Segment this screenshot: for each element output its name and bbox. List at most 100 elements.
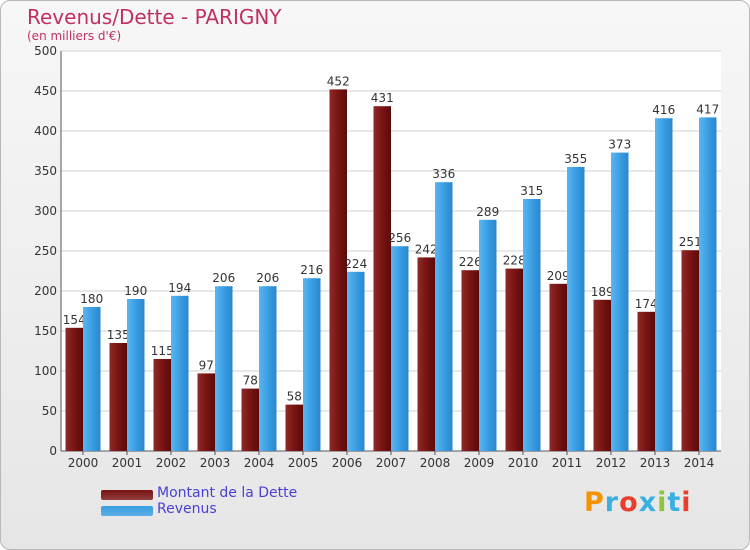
bar-revenue: [699, 117, 717, 452]
data-label-debt: 78: [243, 374, 258, 388]
data-label-revenue: 224: [344, 257, 367, 271]
x-tick-label: 2007: [376, 456, 407, 470]
data-label-debt: 242: [415, 242, 438, 256]
bar-revenue: [171, 295, 189, 451]
bar-revenue: [347, 271, 365, 451]
y-tick-label: 250: [34, 244, 57, 258]
y-tick-label: 450: [34, 84, 57, 98]
y-tick-label: 500: [34, 44, 57, 58]
bar-debt: [593, 299, 611, 451]
data-label-debt: 135: [107, 328, 130, 342]
bar-debt: [417, 257, 435, 451]
data-label-revenue: 190: [124, 284, 147, 298]
x-tick-label: 2012: [596, 456, 627, 470]
bar-revenue: [303, 278, 321, 451]
data-label-revenue: 315: [520, 184, 543, 198]
bar-revenue: [479, 219, 497, 451]
bar-revenue: [83, 307, 101, 451]
data-label-debt: 431: [371, 91, 394, 105]
legend-swatch-debt: [101, 490, 153, 500]
data-label-debt: 97: [199, 358, 214, 372]
bar-debt: [505, 268, 523, 451]
logo-letter: i: [681, 487, 692, 518]
x-tick-label: 2001: [112, 456, 143, 470]
x-tick-label: 2010: [508, 456, 539, 470]
data-label-revenue: 194: [168, 281, 191, 295]
data-label-revenue: 355: [564, 152, 587, 166]
bar-debt: [549, 283, 567, 451]
bar-revenue: [611, 152, 629, 451]
logo-letter: r: [604, 487, 620, 518]
bar-revenue: [435, 182, 453, 451]
data-label-debt: 452: [327, 74, 350, 88]
y-tick-label: 50: [42, 404, 57, 418]
x-tick-label: 2005: [288, 456, 319, 470]
data-label-revenue: 180: [80, 292, 103, 306]
data-label-revenue: 417: [696, 102, 719, 116]
x-tick-label: 2008: [420, 456, 451, 470]
bar-debt: [285, 404, 303, 451]
data-label-revenue: 216: [300, 263, 323, 277]
bar-debt: [197, 373, 215, 451]
data-label-debt: 154: [63, 313, 86, 327]
bar-debt: [153, 359, 171, 451]
y-tick-label: 400: [34, 124, 57, 138]
legend-label-debt: Montant de la Dette: [157, 485, 298, 501]
proxiti-logo: Proxiti: [584, 487, 692, 518]
data-label-debt: 58: [287, 390, 302, 404]
data-label-debt: 251: [679, 235, 702, 249]
logo-letter: o: [619, 487, 639, 518]
bar-revenue: [259, 286, 277, 451]
y-tick-label: 150: [34, 324, 57, 338]
bar-debt: [373, 106, 391, 451]
bar-revenue: [523, 199, 541, 451]
data-label-debt: 209: [547, 269, 570, 283]
x-tick-label: 2002: [156, 456, 187, 470]
chart-title: Revenus/Dette - PARIGNY: [27, 5, 282, 29]
logo-letter: x: [638, 487, 658, 518]
data-label-revenue: 206: [256, 271, 279, 285]
logo-letter: t: [667, 487, 682, 518]
logo-letter: P: [584, 487, 605, 518]
bar-debt: [461, 270, 479, 451]
y-tick-label: 200: [34, 284, 57, 298]
data-label-debt: 174: [635, 297, 658, 311]
data-label-debt: 189: [591, 285, 614, 299]
bar-debt: [109, 343, 127, 451]
bar-revenue: [127, 299, 145, 451]
data-label-debt: 115: [151, 344, 174, 358]
bar-revenue: [215, 286, 233, 451]
data-label-revenue: 289: [476, 205, 499, 219]
x-tick-label: 2013: [640, 456, 671, 470]
bar-debt: [681, 250, 699, 451]
y-tick-label: 300: [34, 204, 57, 218]
bar-revenue: [655, 118, 673, 451]
bar-debt: [637, 311, 655, 451]
x-tick-label: 2006: [332, 456, 363, 470]
bar-debt: [241, 388, 259, 451]
data-label-debt: 228: [503, 254, 526, 268]
y-tick-label: 350: [34, 164, 57, 178]
legend-swatch-revenue: [101, 506, 153, 516]
y-tick-label: 0: [49, 444, 57, 458]
x-tick-label: 2014: [684, 456, 715, 470]
bar-revenue: [391, 246, 409, 451]
bar-revenue: [567, 167, 585, 451]
legend-label-revenue: Revenus: [157, 501, 217, 517]
y-tick-label: 100: [34, 364, 57, 378]
data-label-revenue: 373: [608, 138, 631, 152]
data-label-revenue: 256: [388, 231, 411, 245]
bar-debt: [65, 327, 83, 451]
data-label-revenue: 416: [652, 103, 675, 117]
chart-subtitle: (en milliers d'€): [27, 29, 122, 43]
x-tick-label: 2003: [200, 456, 231, 470]
data-label-revenue: 206: [212, 271, 235, 285]
bar-debt: [329, 89, 347, 452]
x-tick-label: 2000: [68, 456, 99, 470]
x-tick-label: 2004: [244, 456, 275, 470]
data-label-debt: 226: [459, 255, 482, 269]
logo-letter: i: [657, 487, 668, 518]
x-tick-label: 2009: [464, 456, 495, 470]
